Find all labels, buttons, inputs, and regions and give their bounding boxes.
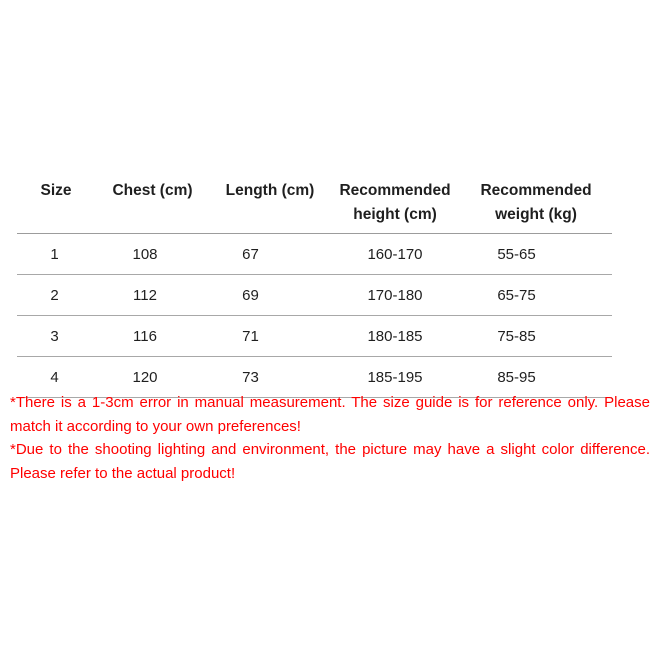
column-header-label: Recommended: [480, 182, 592, 199]
chest-cell: 116: [95, 315, 210, 357]
length-cell: 71: [210, 315, 330, 357]
weight-range-cell: 75-85: [460, 315, 612, 357]
size-chart-table: Size Chest (cm) Length (cm) Recommended …: [17, 172, 612, 398]
length-cell: 73: [210, 356, 330, 398]
column-header-length: Length (cm): [210, 172, 330, 234]
weight-range-cell: 85-95: [460, 356, 612, 398]
table-row-size-1: 1 108 67 160-170 55-65: [17, 233, 612, 275]
column-header-size: Size: [17, 172, 95, 234]
disclaimer-line: *There is a 1-3cm error in manual measur…: [10, 394, 650, 411]
chest-cell: 120: [95, 356, 210, 398]
column-header-recommended-weight: Recommended weight (kg): [460, 172, 612, 234]
height-range-cell: 160-170: [330, 233, 460, 275]
disclaimer-line: Please refer to the actual product!: [10, 464, 236, 482]
column-header-label: Size: [40, 182, 72, 199]
column-header-label: weight (kg): [495, 206, 577, 223]
disclaimer-text: *There is a 1-3cm error in manual measur…: [10, 391, 650, 485]
table-row-size-4: 4 120 73 185-195 85-95: [17, 356, 612, 398]
height-range-cell: 185-195: [330, 356, 460, 398]
column-header-label: Chest (cm): [112, 182, 193, 199]
length-cell: 67: [210, 233, 330, 275]
weight-range-cell: 65-75: [460, 274, 612, 316]
chest-cell: 108: [95, 233, 210, 275]
height-range-cell: 170-180: [330, 274, 460, 316]
size-cell: 1: [17, 233, 95, 275]
size-cell: 4: [17, 356, 95, 398]
disclaimer-line: match it according to your own preferenc…: [10, 417, 301, 435]
header-row: Size Chest (cm) Length (cm) Recommended …: [17, 172, 612, 234]
column-header-label: Length (cm): [225, 182, 315, 199]
column-header-recommended-height: Recommended height (cm): [330, 172, 460, 234]
table-row-size-3: 3 116 71 180-185 75-85: [17, 315, 612, 357]
length-cell: 69: [210, 274, 330, 316]
chest-cell: 112: [95, 274, 210, 316]
weight-range-cell: 55-65: [460, 233, 612, 275]
disclaimer-line: *Due to the shooting lighting and enviro…: [10, 441, 650, 458]
height-range-cell: 180-185: [330, 315, 460, 357]
column-header-chest: Chest (cm): [95, 172, 210, 234]
size-cell: 3: [17, 315, 95, 357]
size-cell: 2: [17, 274, 95, 316]
table-row-size-2: 2 112 69 170-180 65-75: [17, 274, 612, 316]
column-header-label: height (cm): [353, 206, 437, 223]
column-header-label: Recommended: [339, 182, 451, 199]
